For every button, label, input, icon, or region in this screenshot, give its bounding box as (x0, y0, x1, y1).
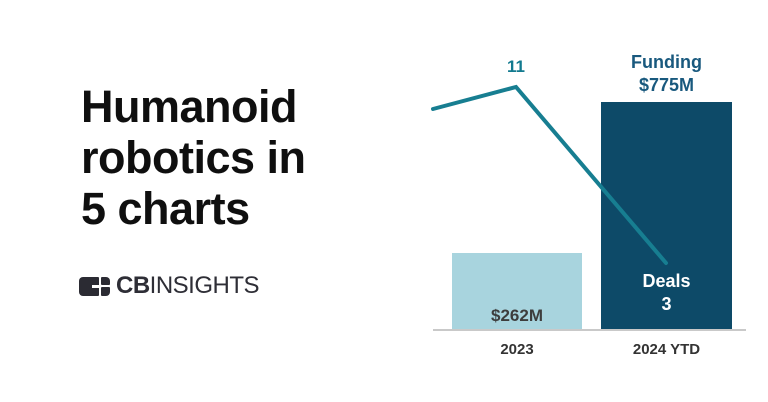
title-line-2: robotics in (81, 132, 306, 183)
deals-2024-data-label: Deals 3 (601, 270, 732, 316)
logo-mark-left-block (79, 276, 99, 296)
deals-label-word: Deals (642, 271, 691, 291)
title-line-1: Humanoid (81, 81, 297, 132)
funding-label-word: Funding (631, 52, 702, 72)
funding-label-value: $775M (638, 75, 695, 95)
logo-mark-bottom-right-block (101, 287, 110, 296)
logo-text-cb: CB (116, 272, 150, 299)
title-line-3: 5 charts (81, 183, 250, 234)
x-axis-label-2023: 2023 (500, 341, 534, 358)
logo-text-insights: INSIGHTS (149, 272, 260, 299)
bar-2023-funding (452, 253, 582, 330)
deals-label-value: 3 (661, 294, 672, 314)
x-axis-label-2024: 2024 YTD (632, 341, 701, 358)
funding-2023-data-label: $262M (491, 306, 543, 325)
x-axis-line (433, 329, 746, 331)
cbinsights-logo-text: CBINSIGHTS (116, 272, 260, 300)
funding-2024-data-label: Funding $775M (601, 51, 732, 97)
page-title: Humanoid robotics in 5 charts (81, 81, 306, 234)
deals-2023-data-label: 11 (507, 57, 525, 76)
cbinsights-logo: CBINSIGHTS (79, 272, 260, 300)
logo-mark-right-column (101, 276, 110, 296)
cbinsights-logo-icon (79, 276, 110, 296)
logo-mark-top-right-block (101, 276, 110, 285)
